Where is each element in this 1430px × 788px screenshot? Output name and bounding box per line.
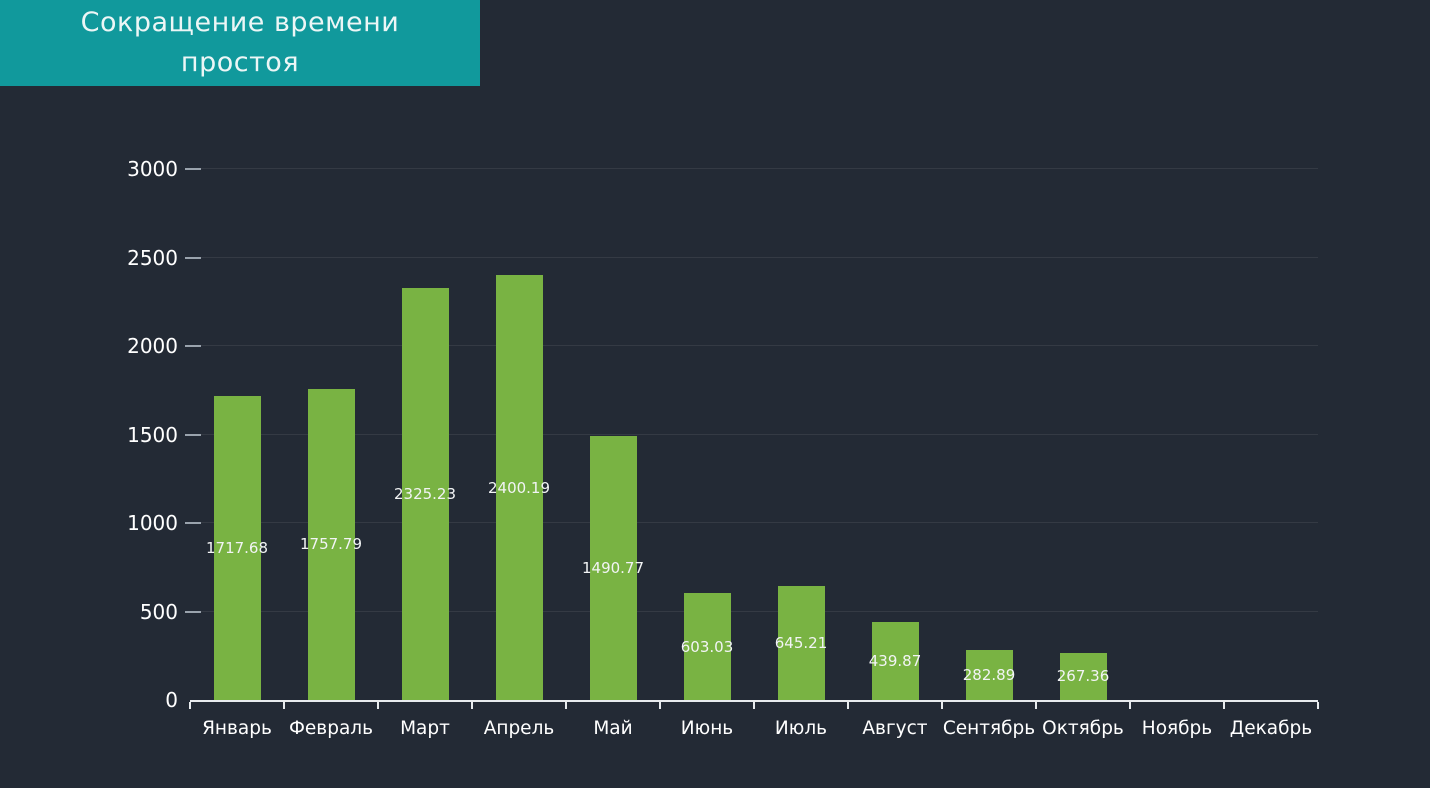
bar: [589, 436, 637, 700]
bar-value-label: 282.89: [962, 665, 1016, 684]
x-axis-label: Сентябрь: [942, 718, 1036, 739]
x-axis-tick: [377, 702, 379, 709]
bar: [401, 288, 449, 700]
y-axis-label: 1000: [127, 511, 178, 535]
bar-value-label: 1717.68: [205, 539, 269, 557]
bar-value-label: 439.87: [868, 652, 922, 671]
y-axis-tick: [185, 256, 201, 259]
bar: [307, 388, 355, 700]
x-axis-label: Март: [400, 718, 450, 739]
y-axis-label: 2000: [127, 334, 178, 358]
gridline: [190, 256, 1318, 258]
x-axis-label: Январь: [202, 718, 272, 739]
y-axis-tick: [185, 522, 201, 524]
bar-value-label: 267.36: [1056, 667, 1110, 686]
bar: [1059, 652, 1107, 700]
bar-value-label: 603.03: [680, 637, 734, 656]
bar: [683, 593, 731, 700]
bar-value-label: 645.21: [774, 633, 828, 652]
x-axis-tick: [283, 702, 285, 709]
bar-value-label: 1757.79: [299, 535, 363, 554]
y-axis-label: 0: [165, 688, 178, 712]
y-axis-label: 1500: [127, 422, 178, 447]
gridline: [190, 522, 1318, 523]
bar-value-label: 2325.23: [393, 485, 457, 504]
x-axis-label: Апрель: [483, 718, 555, 739]
x-axis-tick: [1129, 702, 1131, 709]
bar: [965, 649, 1013, 700]
x-axis-tick: [941, 702, 943, 709]
x-axis-tick: [659, 702, 661, 709]
y-axis-tick: [185, 610, 201, 613]
chart-title-banner: Сокращение времени простоя: [0, 0, 480, 86]
x-axis-tick: [1223, 702, 1225, 709]
gridline: [190, 610, 1318, 612]
y-axis-label: 3000: [127, 157, 178, 181]
bar: [495, 275, 543, 700]
x-axis-label: Июнь: [680, 718, 734, 739]
bar-value-label: 2400.19: [487, 478, 551, 497]
bar-value-label: 1490.77: [581, 559, 645, 578]
x-axis-tick: [471, 702, 473, 709]
y-axis-tick: [185, 433, 201, 436]
gridline: [190, 433, 1318, 435]
x-axis-tick: [565, 702, 567, 709]
y-axis-tick: [185, 345, 201, 347]
y-axis-tick: [185, 168, 201, 170]
chart-title-line2: простоя: [180, 47, 300, 78]
x-axis-label: Октябрь: [1042, 718, 1124, 739]
x-axis-label: Ноябрь: [1141, 718, 1213, 739]
gridline: [190, 345, 1318, 346]
gridline: [190, 168, 1318, 169]
x-axis-tick: [1035, 702, 1037, 709]
x-axis-tick: [753, 702, 755, 709]
bar: [213, 395, 261, 700]
x-axis-label: Май: [593, 718, 633, 739]
x-axis-label: Август: [862, 718, 928, 739]
bar: [777, 585, 825, 700]
x-axis-label: Февраль: [288, 718, 374, 739]
bar: [871, 622, 919, 700]
bar-chart-plot-area: 0 500 1000 1500 2000 2500 3000 1717.68 Январь 175…: [127, 140, 1319, 739]
x-axis-label: Декабрь: [1229, 718, 1313, 739]
chart-title-line1: Сокращение времени: [80, 7, 400, 38]
x-axis-tick: [847, 702, 849, 709]
y-axis-label: 500: [139, 599, 178, 624]
x-axis-tick: [189, 702, 191, 709]
x-axis-tick: [1317, 702, 1319, 709]
y-axis-label: 2500: [127, 245, 178, 270]
x-axis-label: Июль: [774, 718, 828, 739]
